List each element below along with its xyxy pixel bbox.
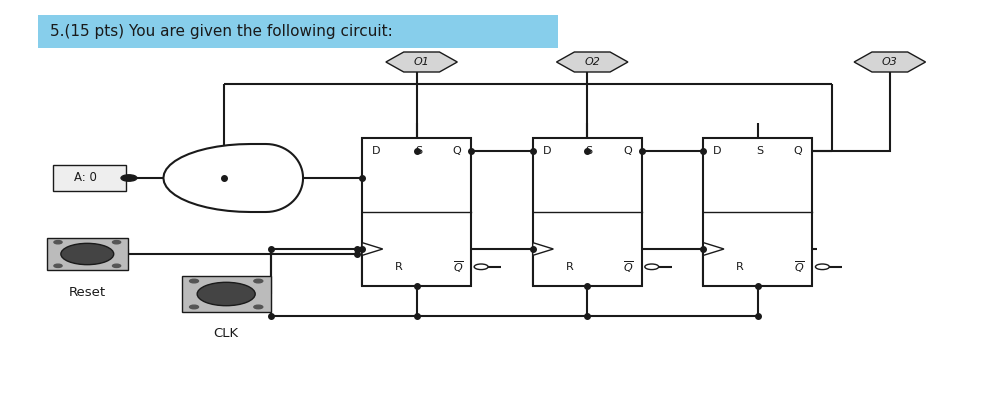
Circle shape: [121, 175, 137, 181]
Bar: [362, 138, 471, 286]
Circle shape: [189, 279, 198, 283]
Circle shape: [254, 279, 263, 283]
Bar: [703, 138, 812, 286]
Text: $\overline{Q}$: $\overline{Q}$: [623, 259, 634, 275]
Polygon shape: [557, 52, 628, 72]
Circle shape: [54, 240, 62, 244]
Text: D: D: [372, 146, 381, 156]
Text: $\overline{Q}$: $\overline{Q}$: [794, 259, 805, 275]
Text: D: D: [713, 146, 722, 156]
Text: Q: Q: [794, 146, 803, 156]
Text: Q: Q: [452, 146, 461, 156]
Circle shape: [645, 264, 659, 270]
Text: R: R: [736, 262, 744, 272]
Text: CLK: CLK: [213, 327, 239, 340]
Circle shape: [189, 305, 198, 309]
Bar: [182, 276, 271, 312]
Polygon shape: [533, 242, 554, 256]
Bar: [47, 238, 128, 270]
Polygon shape: [362, 242, 383, 256]
Circle shape: [54, 264, 62, 268]
Circle shape: [112, 264, 121, 268]
Text: S: S: [585, 146, 593, 156]
Text: S: S: [415, 146, 423, 156]
Polygon shape: [854, 52, 926, 72]
Text: 5.(15 pts) You are given the following circuit:: 5.(15 pts) You are given the following c…: [50, 24, 393, 39]
Text: A: 0: A: 0: [73, 172, 97, 184]
Polygon shape: [164, 144, 304, 212]
Text: R: R: [395, 262, 403, 272]
Text: O2: O2: [584, 57, 600, 67]
Circle shape: [61, 243, 114, 265]
FancyBboxPatch shape: [38, 15, 558, 48]
Text: $\overline{Q}$: $\overline{Q}$: [452, 259, 463, 275]
FancyBboxPatch shape: [53, 165, 126, 191]
Circle shape: [112, 240, 121, 244]
Circle shape: [474, 264, 488, 270]
Text: O1: O1: [414, 57, 430, 67]
Circle shape: [815, 264, 829, 270]
Text: R: R: [565, 262, 573, 272]
Circle shape: [197, 282, 255, 306]
Polygon shape: [386, 52, 457, 72]
Polygon shape: [703, 242, 724, 256]
Text: D: D: [543, 146, 552, 156]
Circle shape: [254, 305, 263, 309]
Text: S: S: [756, 146, 764, 156]
Text: O3: O3: [882, 57, 898, 67]
Text: Q: Q: [623, 146, 632, 156]
Bar: [533, 138, 642, 286]
Text: Reset: Reset: [68, 286, 106, 298]
